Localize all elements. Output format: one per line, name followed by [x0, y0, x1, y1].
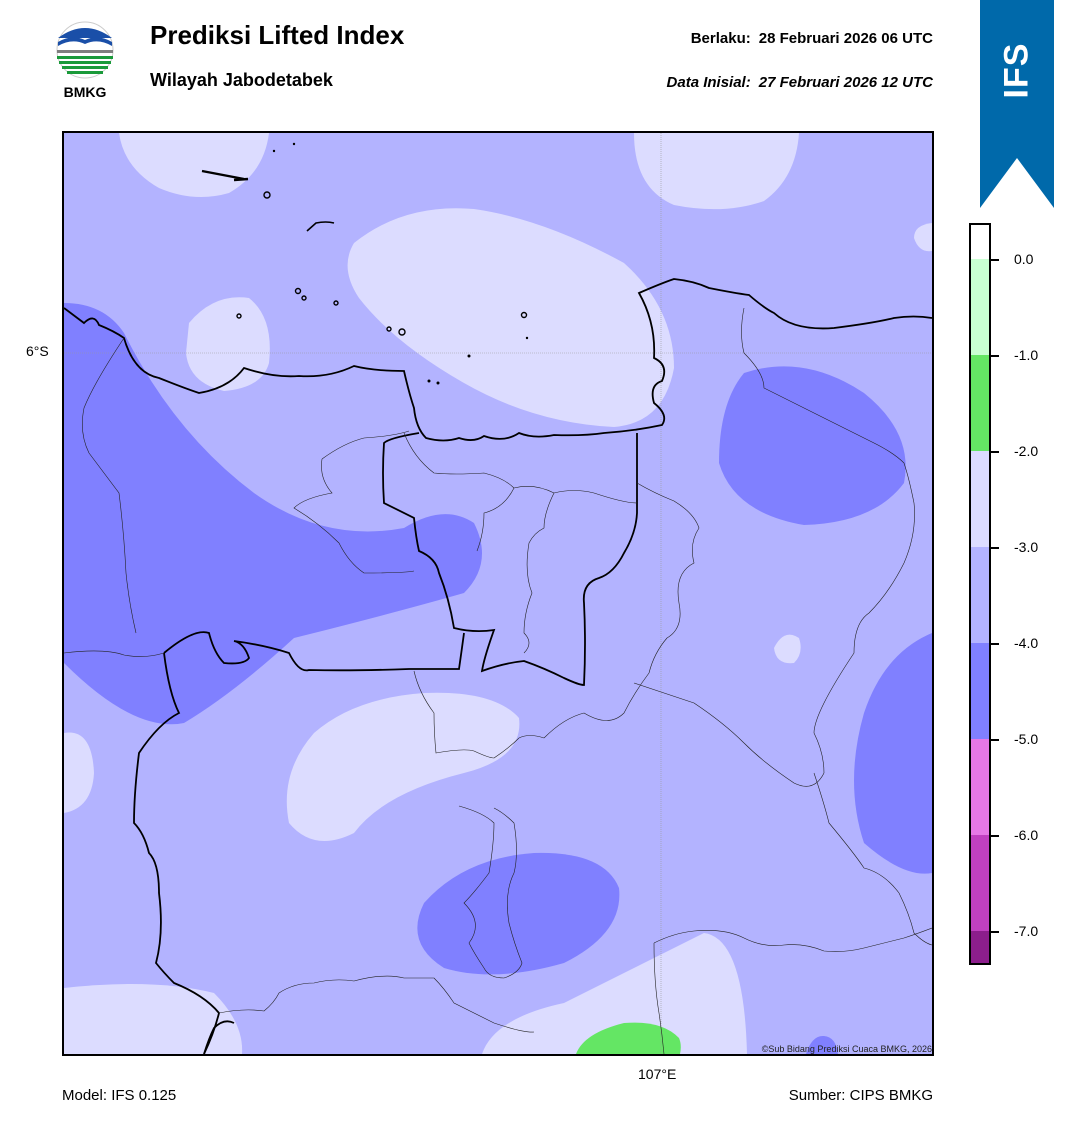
- region-boundary: [382, 432, 638, 686]
- island: [201, 169, 245, 181]
- lifted-index-map: [64, 133, 932, 1054]
- colorbar-tick-label: -3.0: [1014, 539, 1039, 555]
- colorbar-tick: [991, 451, 999, 453]
- contour-region: [854, 633, 932, 874]
- colorbar-segment: [971, 835, 989, 931]
- colorbar-segment: [971, 643, 989, 739]
- bmkg-logo: BMKG: [52, 20, 118, 102]
- colorbar: [969, 223, 991, 965]
- colorbar-segment: [971, 451, 989, 547]
- island: [398, 328, 406, 336]
- island: [436, 381, 440, 385]
- colorbar-tick-label: -2.0: [1014, 443, 1039, 459]
- colorbar-tick: [991, 355, 999, 357]
- page-subtitle: Wilayah Jabodetabek: [150, 70, 333, 90]
- island: [520, 311, 528, 319]
- contour-region: [119, 133, 269, 197]
- contour-region: [417, 852, 620, 975]
- contour-region: [806, 1035, 838, 1054]
- colorbar-tick-label: -4.0: [1014, 635, 1039, 651]
- colorbar-tick-label: 0.0: [1014, 251, 1034, 267]
- colorbar-tick-label: -7.0: [1014, 923, 1039, 939]
- region-boundary: [133, 652, 220, 1054]
- colorbar-tick: [991, 835, 999, 837]
- contour-region: [482, 933, 747, 1054]
- colorbar-tick: [991, 259, 999, 261]
- island: [386, 326, 392, 332]
- island: [263, 191, 271, 199]
- region-boundary: [163, 631, 465, 672]
- model-info: Model: IFS 0.125: [62, 1087, 177, 1104]
- contour-region: [774, 634, 801, 664]
- colorbar-tick: [991, 931, 999, 933]
- colorbar-segment: [971, 355, 989, 451]
- colorbar-segment: [971, 547, 989, 643]
- contour-region: [64, 984, 243, 1054]
- colorbar-segment: [971, 931, 989, 963]
- valid-label: Berlaku:: [690, 30, 751, 47]
- latitude-label: 6°S: [26, 343, 49, 359]
- source-info: Sumber: CIPS BMKG: [788, 1087, 933, 1104]
- contour-region: [634, 133, 799, 210]
- ifs-ribbon: [980, 0, 1054, 208]
- colorbar-tick: [991, 547, 999, 549]
- contour-region: [186, 297, 270, 391]
- colorbar-segment: [971, 739, 989, 835]
- region-boundary: [203, 1020, 235, 1054]
- island: [233, 177, 249, 182]
- init-value: 27 Februari 2026 12 UTC: [758, 74, 933, 91]
- contour-region: [64, 633, 164, 693]
- island: [525, 336, 529, 340]
- island: [236, 313, 242, 319]
- colorbar-tick-label: -1.0: [1014, 347, 1039, 363]
- page-title: Prediksi Lifted Index: [150, 20, 405, 50]
- contour-region: [64, 303, 482, 725]
- island: [292, 142, 296, 146]
- island: [272, 149, 276, 153]
- map-copyright: ©Sub Bidang Prediksi Cuaca BMKG, 2026: [761, 1044, 932, 1054]
- valid-time: Berlaku: 28 Februari 2026 06 UTC: [691, 30, 933, 47]
- regency-boundaries: [64, 307, 932, 1054]
- coastline: [64, 278, 932, 442]
- valid-value: 28 Februari 2026 06 UTC: [758, 30, 933, 47]
- colorbar-tick-label: -6.0: [1014, 827, 1039, 843]
- contour-region: [914, 223, 932, 252]
- colorbar-tick: [991, 739, 999, 741]
- island: [294, 287, 302, 295]
- island: [306, 221, 335, 232]
- island: [301, 295, 307, 301]
- contour-region: [347, 208, 674, 427]
- colorbar-tick: [991, 643, 999, 645]
- contour-region: [286, 692, 520, 841]
- contour-region: [719, 366, 906, 525]
- map-panel: [62, 131, 934, 1056]
- logo-text: BMKG: [63, 84, 107, 100]
- contour-region: [576, 1022, 681, 1054]
- contour-region: [64, 732, 94, 813]
- bmkg-logo-icon: [56, 21, 114, 79]
- colorbar-segment: [971, 225, 989, 259]
- init-time: Data Inisial: 27 Februari 2026 12 UTC: [667, 74, 933, 91]
- colorbar-tick-label: -5.0: [1014, 731, 1039, 747]
- island: [333, 300, 339, 306]
- island: [427, 379, 431, 383]
- colorbar-segment: [971, 259, 989, 355]
- island: [467, 354, 471, 358]
- init-label: Data Inisial:: [666, 74, 751, 91]
- ifs-ribbon-label: IFS: [997, 42, 1036, 98]
- longitude-label: 107°E: [638, 1066, 677, 1082]
